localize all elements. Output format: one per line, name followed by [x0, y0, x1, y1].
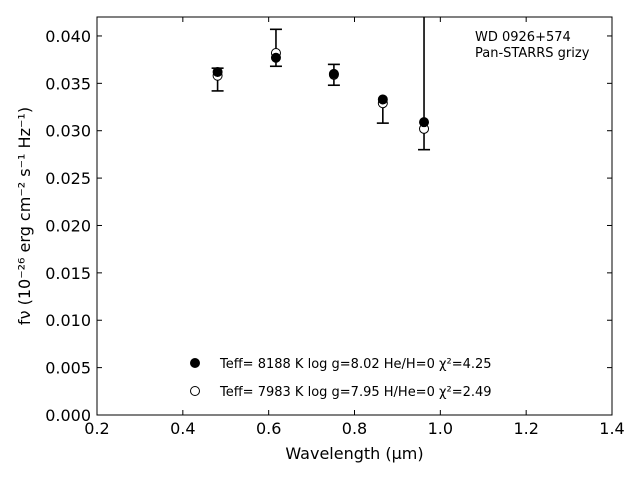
x-tick-label: 0.4 — [170, 419, 195, 438]
x-tick-label: 1.4 — [599, 419, 624, 438]
x-tick-label: 0.2 — [84, 419, 109, 438]
y-tick-label: 0.005 — [45, 359, 91, 378]
legend: Teff= 8188 K log g=8.02 He/H=0 χ²=4.25 T… — [190, 357, 492, 400]
tick-marks — [96, 17, 613, 416]
x-axis-title-text: Wavelength (μm) — [285, 444, 423, 463]
x-axis-title: Wavelength (μm) — [285, 444, 423, 463]
x-tick-label: 0.8 — [342, 419, 367, 438]
legend-marker-filled — [190, 358, 200, 368]
filled-circle-point — [377, 94, 388, 105]
y-axis-title: fν (10⁻²⁶ erg cm⁻² s⁻¹ Hz⁻¹) — [15, 107, 34, 325]
legend-label-1: Teff= 8188 K log g=8.02 He/H=0 χ²=4.25 — [219, 357, 492, 372]
filled-circle-point — [212, 66, 223, 77]
x-tick-label: 0.6 — [256, 419, 281, 438]
legend-marker-open — [190, 386, 200, 396]
y-axis-title-text: fν (10⁻²⁶ erg cm⁻² s⁻¹ Hz⁻¹) — [15, 107, 34, 325]
y-tick-label: 0.030 — [45, 122, 91, 141]
filled-circle-point — [419, 117, 430, 128]
legend-label-2: Teff= 7983 K log g=7.95 H/He=0 χ²=2.49 — [219, 385, 492, 400]
x-tick-label: 1.2 — [513, 419, 538, 438]
y-tick-labels: 0.000 0.005 0.010 0.015 0.020 0.025 0.030 0.035… — [45, 27, 91, 425]
y-tick-label: 0.020 — [45, 216, 91, 235]
y-tick-label: 0.035 — [45, 74, 91, 93]
error-bars — [211, 17, 431, 151]
filled-circle-point — [270, 52, 281, 63]
annotation-survey: Pan-STARRS grizy — [475, 46, 590, 61]
x-tick-label: 1.0 — [428, 419, 453, 438]
y-tick-label: 0.040 — [45, 27, 91, 46]
y-tick-label: 0.015 — [45, 264, 91, 283]
x-tick-labels: 0.2 0.4 0.6 0.8 1.0 1.2 1.4 — [84, 419, 624, 438]
y-tick-label: 0.010 — [45, 311, 91, 330]
plot-frame — [96, 16, 613, 416]
filled-circle-point — [328, 68, 339, 79]
annotation-object-name: WD 0926+574 — [475, 30, 571, 45]
y-tick-label: 0.025 — [45, 169, 91, 188]
model-markers — [212, 48, 430, 134]
y-tick-label: 0.000 — [45, 406, 91, 425]
